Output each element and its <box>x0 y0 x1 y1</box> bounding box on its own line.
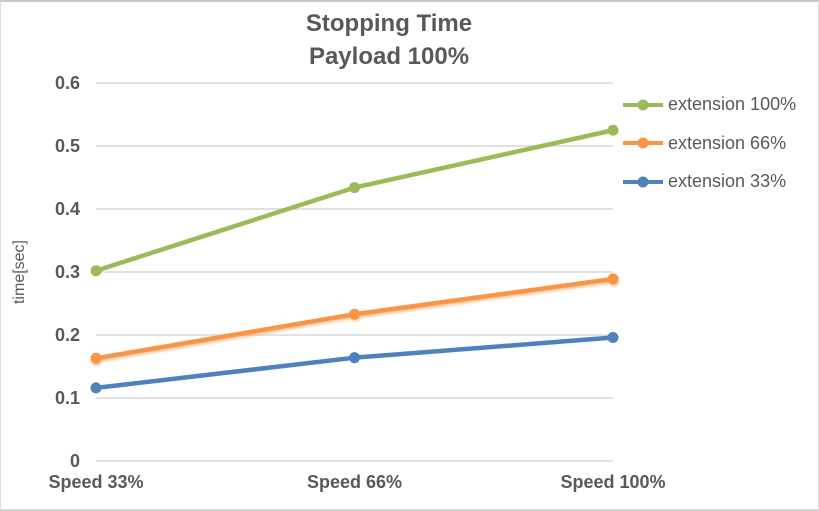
series-extension-33 <box>90 332 619 394</box>
legend-marker-icon <box>623 137 663 149</box>
y-tick-label: 0.3 <box>55 262 80 282</box>
x-axis-label-speed-33: Speed 33% <box>48 472 143 492</box>
x-axis-label-speed-100: Speed 100% <box>560 472 665 492</box>
legend-label: extension 66% <box>668 132 787 153</box>
series-line <box>93 128 616 273</box>
y-tick-label: 0.1 <box>55 388 80 408</box>
legend-marker-icon <box>623 99 663 110</box>
y-tick-label: 0 <box>70 451 80 471</box>
legend-item-extension-66: extension 66% <box>623 131 796 156</box>
y-tick-label: 0.2 <box>55 325 80 345</box>
legend-label: extension 100% <box>668 94 797 114</box>
chart-title-line1: Stopping Time <box>305 10 473 37</box>
series-extension-100 <box>90 124 619 277</box>
x-axis-label-speed-66: Speed 66% <box>307 472 402 492</box>
data-point-marker <box>349 308 360 320</box>
legend-label: extension 33% <box>668 171 787 191</box>
chart-title-line2: Payload 100% <box>308 43 470 70</box>
y-tick-label: 0.6 <box>55 73 80 93</box>
series-extension-66 <box>90 273 619 364</box>
legend-item-extension-33: extension 33% <box>623 169 796 194</box>
legend: extension 100% extension 66% extension 33% <box>623 92 796 194</box>
y-tick-label: 0.5 <box>55 136 80 156</box>
data-point-marker <box>349 182 360 194</box>
data-point-marker <box>607 332 619 344</box>
data-point-marker <box>90 352 102 364</box>
data-point-marker <box>90 265 102 277</box>
y-tick-label: 0.4 <box>55 199 80 219</box>
legend-marker-icon <box>623 176 663 187</box>
data-point-marker <box>607 124 619 136</box>
data-point-marker <box>349 352 360 364</box>
chart-title: Stopping Time Payload 100% <box>306 7 472 73</box>
data-point-marker <box>90 382 102 394</box>
legend-item-extension-100: extension 100% <box>623 92 796 117</box>
data-point-marker <box>607 273 619 285</box>
